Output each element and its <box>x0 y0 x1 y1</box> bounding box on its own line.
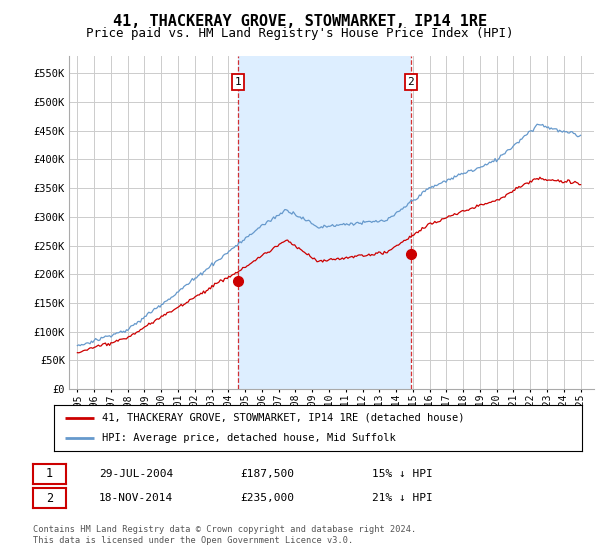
Text: Price paid vs. HM Land Registry's House Price Index (HPI): Price paid vs. HM Land Registry's House … <box>86 27 514 40</box>
Text: 2: 2 <box>407 77 414 87</box>
Text: 1: 1 <box>46 467 53 480</box>
Text: £235,000: £235,000 <box>240 493 294 503</box>
Text: 21% ↓ HPI: 21% ↓ HPI <box>372 493 433 503</box>
Text: 18-NOV-2014: 18-NOV-2014 <box>99 493 173 503</box>
Text: 41, THACKERAY GROVE, STOWMARKET, IP14 1RE (detached house): 41, THACKERAY GROVE, STOWMARKET, IP14 1R… <box>101 413 464 423</box>
Text: HPI: Average price, detached house, Mid Suffolk: HPI: Average price, detached house, Mid … <box>101 433 395 443</box>
Text: 29-JUL-2004: 29-JUL-2004 <box>99 469 173 479</box>
Text: 2: 2 <box>46 492 53 505</box>
Text: Contains HM Land Registry data © Crown copyright and database right 2024.
This d: Contains HM Land Registry data © Crown c… <box>33 525 416 545</box>
Text: 15% ↓ HPI: 15% ↓ HPI <box>372 469 433 479</box>
Text: 1: 1 <box>235 77 241 87</box>
Bar <box>238 56 411 389</box>
Text: 41, THACKERAY GROVE, STOWMARKET, IP14 1RE: 41, THACKERAY GROVE, STOWMARKET, IP14 1R… <box>113 14 487 29</box>
Text: £187,500: £187,500 <box>240 469 294 479</box>
